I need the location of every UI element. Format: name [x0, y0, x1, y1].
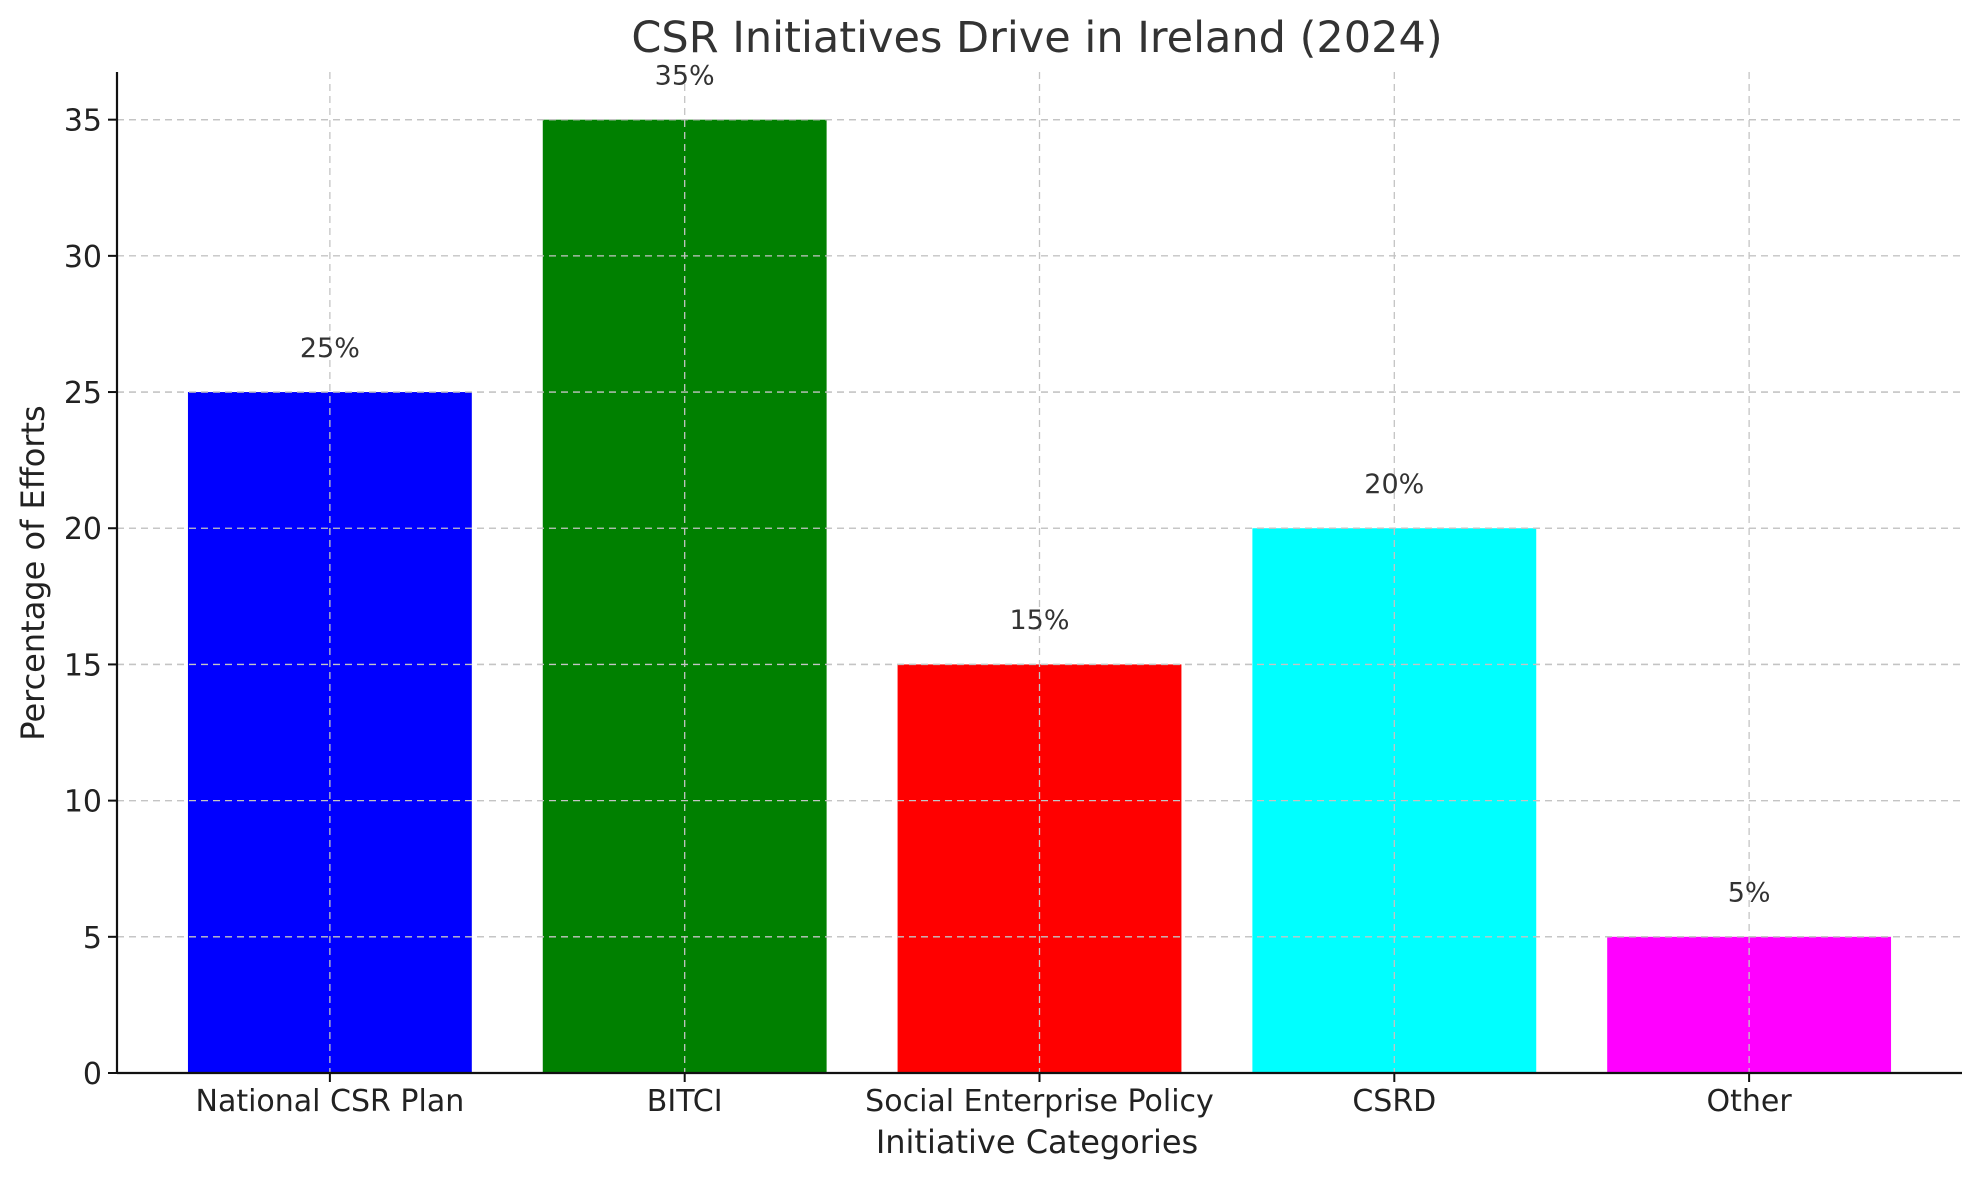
chart-title: CSR Initiatives Drive in Ireland (2024): [631, 13, 1442, 63]
y-tick-label: 25: [64, 376, 102, 411]
y-tick-labels: 0 5 10 15 20 25 30 35: [64, 104, 102, 1092]
x-tick-label: BITCI: [647, 1084, 723, 1119]
x-tick-label: CSRD: [1352, 1084, 1436, 1119]
x-tick-label: Social Enterprise Policy: [865, 1084, 1214, 1119]
y-axis-label: Percentage of Efforts: [14, 405, 52, 740]
data-label: 25%: [300, 333, 360, 364]
y-tick-label: 10: [64, 785, 102, 820]
bar-other: [1607, 936, 1892, 1073]
x-tick-label: National CSR Plan: [196, 1084, 465, 1119]
y-tick-label: 0: [83, 1057, 102, 1092]
y-tick-label: 30: [64, 240, 102, 275]
data-label: 35%: [655, 60, 715, 91]
y-tick-label: 20: [64, 512, 102, 547]
y-tick-label: 5: [83, 921, 102, 956]
data-label: 5%: [1728, 878, 1771, 909]
axes: [108, 72, 1962, 1082]
x-tick-label: Other: [1707, 1084, 1793, 1119]
x-tick-labels: National CSR Plan BITCI Social Enterprise …: [196, 1084, 1793, 1119]
data-labels: 25% 35% 15% 20% 5%: [300, 60, 1771, 908]
y-tick-label: 35: [64, 104, 102, 139]
data-label: 15%: [1009, 605, 1069, 636]
y-tick-label: 15: [64, 648, 102, 683]
data-label: 20%: [1364, 469, 1424, 500]
x-axis-label: Initiative Categories: [876, 1123, 1198, 1161]
